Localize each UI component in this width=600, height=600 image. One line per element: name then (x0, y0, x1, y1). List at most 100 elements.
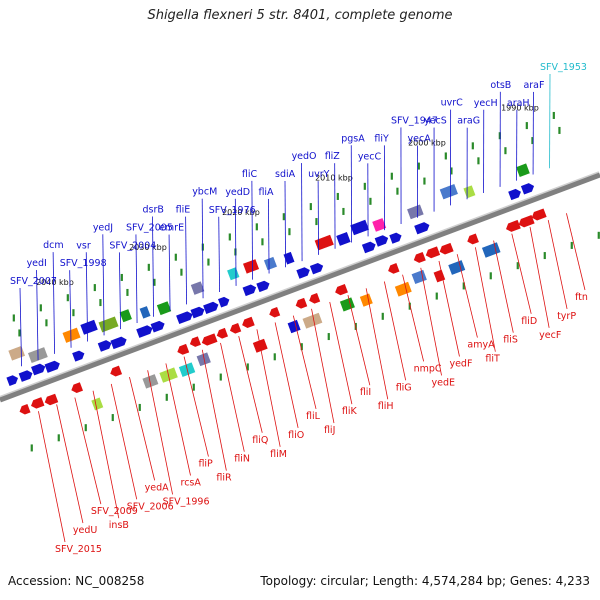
feature-rect (335, 231, 352, 247)
gene-label: fliG (396, 382, 412, 393)
leader-line (292, 315, 317, 410)
tick-mark (369, 197, 372, 205)
gene-arrow (242, 316, 255, 328)
gene-arrow (374, 235, 389, 247)
gene-arrow (309, 262, 324, 275)
gene-label: araF (523, 80, 544, 91)
feature-block (301, 312, 324, 330)
gene-feature (110, 336, 127, 350)
gene-label: ybcM (192, 187, 217, 198)
backbone-highlight (0, 171, 600, 398)
feature-rect (339, 296, 356, 313)
feature-rect (462, 184, 477, 199)
tick-mark (471, 142, 474, 150)
gene-feature (110, 365, 123, 377)
leader-line (168, 234, 171, 311)
tick-mark (363, 182, 366, 190)
gene-feature (201, 333, 218, 346)
feature-rect (359, 292, 374, 308)
gene-feature (242, 284, 257, 297)
tick-mark (525, 122, 528, 130)
feature-block (156, 300, 172, 316)
leader-line (52, 252, 55, 354)
gene-arrow (110, 336, 127, 350)
leader-line (19, 287, 22, 367)
feature-block (406, 203, 425, 220)
tick-mark (342, 207, 345, 215)
gene-arrow (71, 382, 83, 394)
tick-mark (552, 111, 555, 119)
gene-label: fliA (258, 187, 274, 198)
gene-label: vsr (76, 240, 91, 251)
feature-rect (481, 241, 502, 259)
gene-feature (189, 336, 201, 347)
gene-label: dcm (43, 240, 64, 251)
tick-mark (444, 152, 447, 160)
gene-arrow (189, 336, 201, 347)
gene-label: SFV_1996 (163, 496, 210, 507)
tick-mark (336, 192, 339, 200)
feature-block (394, 281, 413, 298)
feature-block (439, 183, 459, 200)
tick-mark (57, 434, 60, 442)
tick-mark (180, 268, 183, 276)
gene-arrow (177, 343, 190, 355)
backbone-layer (0, 171, 600, 403)
feature-layer (6, 162, 547, 415)
accession-text: Accession: NC_008258 (8, 574, 145, 588)
gene-feature (19, 403, 31, 415)
leader-line (311, 308, 335, 424)
tick-mark (462, 282, 465, 290)
feature-rect (226, 266, 241, 281)
feature-block (481, 241, 502, 259)
tick-layer: 1990 kbp 2000 kbp 2010 kbp 2020 kbp 2030 kbp… (12, 104, 600, 452)
feature-block (242, 258, 260, 275)
feature-rect (439, 183, 459, 200)
label-layer: SFV_1953 araF araH otsB yecH araG uvrC yecS yecA… (10, 62, 588, 555)
tick-mark (435, 292, 438, 300)
gene-feature (229, 322, 242, 334)
kbp-label: 2010 kbp (315, 173, 353, 182)
gene-label: yedD (225, 187, 250, 198)
gene-feature (531, 208, 547, 221)
leader-line (218, 216, 220, 293)
gene-arrow (31, 397, 45, 409)
feature-block (282, 251, 296, 266)
tick-mark (396, 187, 399, 195)
gene-arrow (361, 241, 376, 254)
gene-feature (309, 262, 324, 275)
gene-feature (177, 343, 190, 355)
gene-arrow (518, 214, 535, 228)
leader-line (147, 370, 173, 495)
gene-arrow (44, 393, 59, 406)
gene-arrow (520, 183, 535, 195)
gene-arrow (18, 370, 33, 382)
tick-mark (288, 228, 291, 236)
tick-mark (390, 172, 393, 180)
leader-line (456, 254, 478, 338)
leader-line (238, 336, 263, 433)
tick-mark (165, 393, 168, 401)
tick-mark (489, 272, 492, 280)
gene-arrow (269, 306, 281, 318)
gene-label: fliD (521, 316, 537, 327)
feature-rect (156, 300, 172, 316)
feature-block (90, 396, 104, 412)
gene-label: uvrC (441, 98, 464, 109)
tick-mark (120, 273, 123, 281)
tick-mark (315, 218, 318, 226)
feature-rect (195, 351, 212, 367)
gene-feature (414, 222, 430, 235)
gene-arrow (31, 363, 46, 376)
leader-line (511, 233, 532, 314)
gene-arrow (295, 297, 308, 309)
gene-arrow (439, 242, 454, 255)
leader-line (420, 267, 442, 376)
leader-line (201, 198, 204, 299)
tick-mark (381, 312, 384, 320)
gene-label: fliJ (324, 425, 335, 436)
feature-block (314, 234, 335, 252)
leader-line (284, 180, 286, 268)
feature-block (119, 308, 133, 323)
